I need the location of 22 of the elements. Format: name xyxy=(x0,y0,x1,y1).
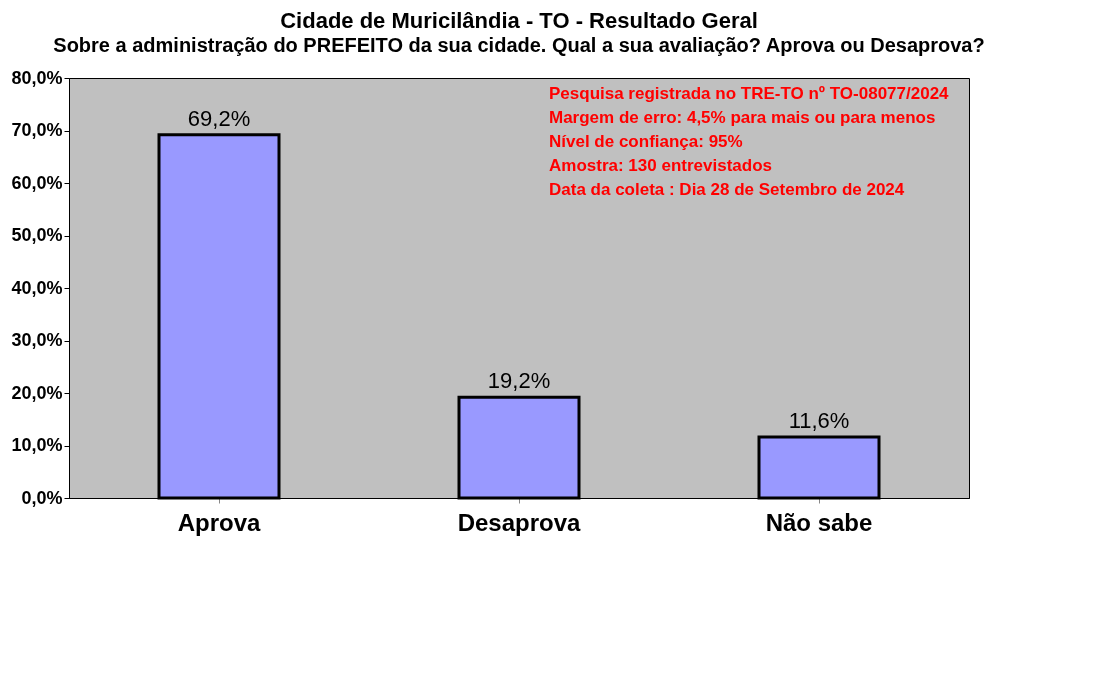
x-tick-label: Desaprova xyxy=(457,508,582,536)
y-tick-label: 70,0% xyxy=(11,120,63,140)
y-tick-label: 20,0% xyxy=(11,382,63,403)
y-tick-label: 60,0% xyxy=(11,172,63,193)
annotation: Nível de confiança: 95% xyxy=(549,132,743,151)
y-tick-label: 80,0% xyxy=(11,67,63,88)
annotation: Margem de erro: 4,5% para mais ou para menos xyxy=(549,108,936,127)
y-tick-label: 30,0% xyxy=(11,330,63,350)
x-tick-label: Aprova xyxy=(177,508,261,536)
y-tick-label: 10,0% xyxy=(11,435,63,455)
x-tick-label: Não sabe xyxy=(765,508,873,536)
annotation: Data da coleta : Dia 28 de Setembro de 2024 xyxy=(549,180,905,199)
y-tick-label: 50,0% xyxy=(11,225,63,245)
chart-subtitle: Sobre a administração do PREFEITO da sua cidade. Qual a sua avaliação? Aprova ou Desaprova? xyxy=(53,34,985,56)
annotation: Amostra: 130 entrevistados xyxy=(549,156,772,175)
annotation: Pesquisa registrada no TRE-TO nº TO-08077/2024 xyxy=(549,84,950,103)
y-tick-label: 40,0% xyxy=(11,277,63,298)
data-label: 19,2% xyxy=(487,368,551,394)
data-label: 69,2% xyxy=(187,105,251,131)
chart-title: Cidade de Muricilândia - TO - Resultado Geral xyxy=(280,8,758,33)
y-tick-label: 0,0% xyxy=(21,487,63,508)
data-label: 11,6% xyxy=(788,408,850,434)
